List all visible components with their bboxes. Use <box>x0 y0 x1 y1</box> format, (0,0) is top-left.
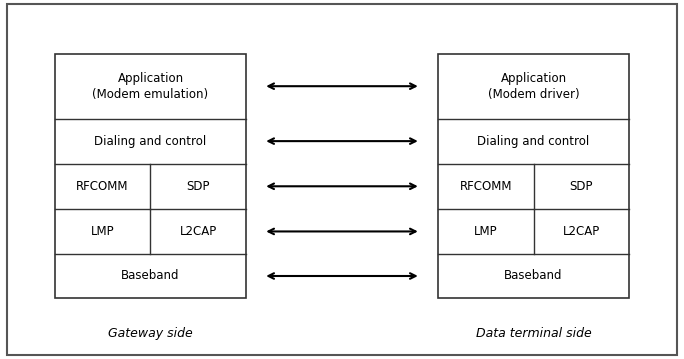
Text: Dialing and control: Dialing and control <box>477 135 590 148</box>
Bar <box>55 54 246 298</box>
Text: LMP: LMP <box>91 225 114 238</box>
Text: RFCOMM: RFCOMM <box>460 180 512 193</box>
Bar <box>438 54 629 298</box>
Text: Gateway side: Gateway side <box>108 327 193 340</box>
Text: Baseband: Baseband <box>121 270 180 283</box>
Text: L2CAP: L2CAP <box>563 225 600 238</box>
Text: Baseband: Baseband <box>504 270 563 283</box>
Text: Application
(Modem emulation): Application (Modem emulation) <box>92 72 209 101</box>
Text: L2CAP: L2CAP <box>180 225 217 238</box>
Text: RFCOMM: RFCOMM <box>77 180 129 193</box>
Text: SDP: SDP <box>187 180 210 193</box>
Text: Dialing and control: Dialing and control <box>94 135 207 148</box>
Text: Application
(Modem driver): Application (Modem driver) <box>488 72 579 101</box>
Text: SDP: SDP <box>570 180 593 193</box>
Text: LMP: LMP <box>474 225 497 238</box>
Text: Data terminal side: Data terminal side <box>475 327 592 340</box>
